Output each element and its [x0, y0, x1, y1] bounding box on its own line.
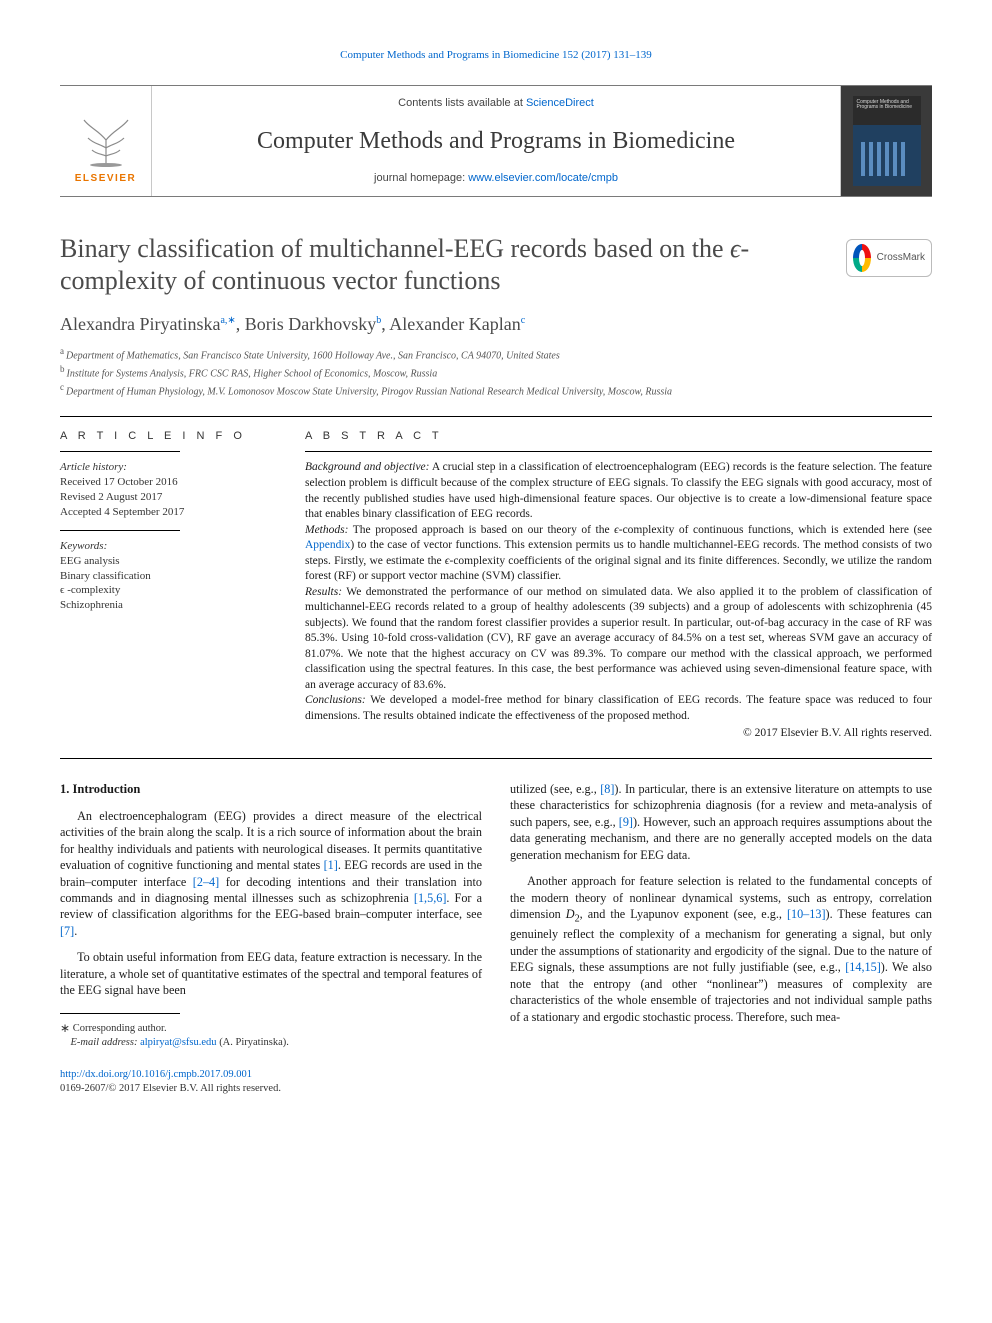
- keyword: EEG analysis: [60, 554, 275, 569]
- affiliation: bInstitute for Systems Analysis, FRC CSC…: [60, 363, 932, 381]
- affiliation: aDepartment of Mathematics, San Francisc…: [60, 345, 932, 363]
- keyword: ϵ -complexity: [60, 583, 275, 598]
- corresponding-email-link[interactable]: alpiryat@sfsu.edu: [140, 1037, 216, 1048]
- affil-mark: a,∗: [220, 315, 235, 326]
- abstract-paragraph: Background and objective: A crucial step…: [305, 460, 932, 522]
- contents-line: Contents lists available at ScienceDirec…: [398, 96, 594, 111]
- affiliation: cDepartment of Human Physiology, M.V. Lo…: [60, 381, 932, 399]
- keywords-label: Keywords:: [60, 539, 275, 554]
- abstract-paragraph: Results: We demonstrated the performance…: [305, 585, 932, 694]
- corresponding-author-footnote: ∗ Corresponding author. E-mail address: …: [60, 1020, 482, 1050]
- cover-thumb-label: Computer Methods and Programs in Biomedi…: [857, 100, 917, 111]
- running-head: Computer Methods and Programs in Biomedi…: [60, 48, 932, 63]
- contents-prefix: Contents lists available at: [398, 97, 526, 109]
- divider: [60, 416, 932, 417]
- sciencedirect-link[interactable]: ScienceDirect: [526, 97, 594, 109]
- history-item: Accepted 4 September 2017: [60, 505, 275, 520]
- body-paragraph: An electroencephalogram (EEG) provides a…: [60, 808, 482, 940]
- body-paragraph: To obtain useful information from EEG da…: [60, 949, 482, 998]
- abstract-copyright: © 2017 Elsevier B.V. All rights reserved…: [305, 726, 932, 742]
- email-label: E-mail address:: [71, 1037, 138, 1048]
- history-item: Revised 2 August 2017: [60, 490, 275, 505]
- abstract: A B S T R A C T Background and objective…: [305, 429, 932, 742]
- star-icon: ∗: [60, 1021, 70, 1035]
- running-head-link[interactable]: Computer Methods and Programs in Biomedi…: [340, 49, 652, 61]
- homepage-prefix: journal homepage:: [374, 172, 468, 184]
- journal-homepage-link[interactable]: www.elsevier.com/locate/cmpb: [468, 172, 618, 184]
- abstract-paragraph: Conclusions: We developed a model-free m…: [305, 693, 932, 724]
- section-heading: 1. Introduction: [60, 781, 482, 798]
- journal-name: Computer Methods and Programs in Biomedi…: [257, 125, 735, 157]
- masthead: ELSEVIER Contents lists available at Sci…: [60, 85, 932, 197]
- right-column: utilized (see, e.g., [8]). In particular…: [510, 781, 932, 1050]
- affiliation-list: aDepartment of Mathematics, San Francisc…: [60, 345, 932, 400]
- divider: [60, 451, 180, 452]
- article-info: A R T I C L E I N F O Article history: R…: [60, 429, 275, 742]
- tree-icon: [76, 110, 136, 168]
- article-title: Binary classification of multichannel-EE…: [60, 233, 846, 296]
- doi-link[interactable]: http://dx.doi.org/10.1016/j.cmpb.2017.09…: [60, 1069, 252, 1080]
- keyword: Binary classification: [60, 569, 275, 584]
- divider: [60, 758, 932, 759]
- masthead-center: Contents lists available at ScienceDirec…: [152, 86, 840, 196]
- cover-thumb-slot: Computer Methods and Programs in Biomedi…: [840, 86, 932, 196]
- body-columns: 1. Introduction An electroencephalogram …: [60, 781, 932, 1050]
- crossmark-icon: [853, 244, 871, 272]
- elsevier-logo: ELSEVIER: [71, 96, 141, 186]
- homepage-line: journal homepage: www.elsevier.com/locat…: [374, 171, 618, 186]
- issn-line: 0169-2607/© 2017 Elsevier B.V. All right…: [60, 1083, 281, 1094]
- publisher-wordmark: ELSEVIER: [75, 172, 136, 186]
- author: Alexandra Piryatinskaa,∗: [60, 314, 236, 334]
- history-item: Received 17 October 2016: [60, 475, 275, 490]
- article-info-heading: A R T I C L E I N F O: [60, 429, 275, 444]
- abstract-paragraph: Methods: The proposed approach is based …: [305, 523, 932, 585]
- crossmark-badge[interactable]: CrossMark: [846, 239, 932, 277]
- author: Boris Darkhovskyb: [245, 314, 382, 334]
- keywords-block: Keywords: EEG analysis Binary classifica…: [60, 539, 275, 613]
- email-paren: (A. Piryatinska).: [219, 1037, 289, 1048]
- publisher-logo-slot: ELSEVIER: [60, 86, 152, 196]
- crossmark-label: CrossMark: [877, 251, 925, 265]
- history-label: Article history:: [60, 460, 275, 475]
- divider: [305, 451, 932, 452]
- corresponding-label: Corresponding author.: [73, 1023, 167, 1034]
- left-column: 1. Introduction An electroencephalogram …: [60, 781, 482, 1050]
- abstract-heading: A B S T R A C T: [305, 429, 932, 444]
- journal-cover-thumb: Computer Methods and Programs in Biomedi…: [853, 96, 921, 186]
- divider: [60, 1013, 180, 1014]
- affil-mark: c: [521, 315, 525, 326]
- keyword: Schizophrenia: [60, 598, 275, 613]
- affil-mark: b: [376, 315, 381, 326]
- body-paragraph: utilized (see, e.g., [8]). In particular…: [510, 781, 932, 863]
- doi-footer: http://dx.doi.org/10.1016/j.cmpb.2017.09…: [60, 1068, 932, 1096]
- body-paragraph: Another approach for feature selection i…: [510, 873, 932, 1025]
- author: Alexander Kaplanc: [389, 314, 525, 334]
- divider: [60, 530, 180, 531]
- author-list: Alexandra Piryatinskaa,∗, Boris Darkhovs…: [60, 312, 932, 336]
- article-history: Article history: Received 17 October 201…: [60, 460, 275, 519]
